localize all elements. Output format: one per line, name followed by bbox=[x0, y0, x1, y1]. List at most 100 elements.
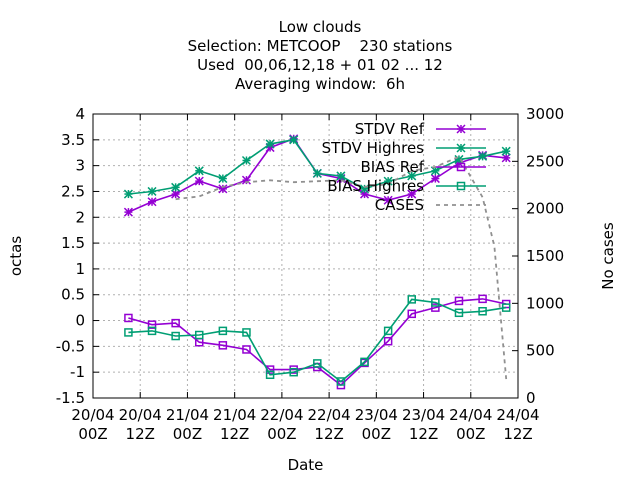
title-line-1: Low clouds bbox=[278, 18, 362, 36]
x-tick-label: 22/04 12Z bbox=[307, 406, 350, 443]
legend-label: STDV Ref bbox=[355, 120, 425, 138]
data-point bbox=[147, 326, 157, 336]
legend-label: BIAS Ref bbox=[360, 158, 424, 176]
data-point bbox=[124, 313, 133, 323]
data-point bbox=[218, 174, 228, 184]
data-point bbox=[147, 197, 157, 207]
series-line bbox=[128, 298, 507, 383]
x-tick-label: 24/04 00Z bbox=[449, 406, 492, 443]
data-point bbox=[383, 326, 393, 336]
y-tick-label: 1 bbox=[75, 260, 85, 278]
y2-tick-label: 2500 bbox=[526, 152, 564, 170]
y2-tick-label: 2000 bbox=[526, 200, 564, 218]
data-point bbox=[124, 328, 133, 337]
legend-item: STDV Ref bbox=[355, 120, 486, 138]
legend-label: STDV Highres bbox=[322, 139, 425, 157]
x-tick-label: 24/04 12Z bbox=[496, 406, 539, 443]
data-point bbox=[478, 307, 487, 316]
y-tick-label: 1.5 bbox=[61, 234, 85, 252]
y-tick-label: 3 bbox=[75, 157, 85, 175]
y2-tick-label: 0 bbox=[526, 389, 536, 407]
data-point bbox=[171, 331, 180, 341]
data-point bbox=[123, 207, 133, 217]
data-point bbox=[289, 135, 299, 145]
y2-tick-label: 1500 bbox=[526, 247, 564, 265]
data-point bbox=[430, 174, 440, 184]
data-point bbox=[265, 139, 275, 149]
y-tick-label: 4 bbox=[75, 105, 85, 123]
data-point bbox=[407, 295, 416, 304]
data-point bbox=[383, 195, 393, 205]
data-point bbox=[194, 176, 204, 186]
data-point bbox=[123, 189, 133, 199]
x-tick-label: 23/04 12Z bbox=[402, 406, 445, 443]
y2-tick-label: 3000 bbox=[526, 105, 564, 123]
y2-tick-label: 1000 bbox=[526, 294, 564, 312]
data-point bbox=[265, 370, 275, 380]
data-point bbox=[456, 143, 466, 153]
x-tick-label: 20/04 00Z bbox=[71, 406, 114, 443]
data-point bbox=[336, 377, 346, 386]
x-tick-label: 21/04 00Z bbox=[166, 406, 209, 443]
data-point bbox=[478, 151, 488, 161]
y-tick-label: 0 bbox=[75, 312, 85, 330]
data-point bbox=[407, 171, 417, 181]
data-point bbox=[478, 294, 487, 304]
legend-item: STDV Highres bbox=[322, 139, 486, 157]
y2-tick-label: 500 bbox=[526, 342, 555, 360]
legend-item: CASES bbox=[375, 196, 486, 214]
data-point bbox=[218, 326, 228, 336]
y-tick-label: -0.5 bbox=[56, 337, 85, 355]
axes: -1.5 -1 -0.5 0 0.5 1 1.5 2 2.5 3 3.5 4 0 500 1000 1500 2… bbox=[56, 105, 564, 443]
legend-item: BIAS Highres bbox=[327, 177, 486, 195]
data-point bbox=[242, 345, 251, 354]
data-point bbox=[241, 155, 252, 166]
grid bbox=[93, 114, 518, 398]
legend-item: BIAS Ref bbox=[360, 158, 486, 176]
data-point bbox=[360, 357, 369, 367]
data-point bbox=[218, 341, 228, 350]
y-tick-label: -1.5 bbox=[56, 389, 85, 407]
x-tick-label: 23/04 00Z bbox=[355, 406, 398, 443]
data-point bbox=[171, 182, 181, 192]
data-point bbox=[242, 328, 251, 337]
data-point bbox=[431, 298, 440, 307]
data-point bbox=[171, 189, 181, 199]
legend-label: CASES bbox=[375, 196, 424, 214]
series-layer bbox=[123, 134, 511, 390]
data-point bbox=[194, 166, 204, 176]
x-axis-label: Date bbox=[288, 456, 324, 474]
data-point bbox=[289, 367, 298, 377]
x-tick-label: 20/04 12Z bbox=[119, 406, 162, 443]
y-tick-label: 0.5 bbox=[61, 286, 85, 304]
data-point bbox=[456, 181, 466, 191]
title-line-4: Averaging window: 6h bbox=[234, 75, 406, 93]
data-point bbox=[501, 153, 511, 163]
data-point bbox=[171, 318, 180, 328]
data-point bbox=[313, 359, 322, 368]
y-tick-label: -1 bbox=[70, 363, 85, 381]
data-point bbox=[383, 336, 393, 346]
title-line-3: Used 00,06,12,18 + 01 02 ... 12 bbox=[197, 56, 443, 74]
data-point bbox=[456, 162, 466, 172]
x-tick-label: 22/04 00Z bbox=[260, 406, 303, 443]
data-point bbox=[501, 303, 511, 312]
data-point bbox=[431, 303, 440, 312]
x-tick-label: 21/04 12Z bbox=[213, 406, 256, 443]
data-point bbox=[456, 124, 466, 134]
y-tick-label: 3.5 bbox=[61, 131, 85, 149]
y-tick-label: 2 bbox=[75, 208, 85, 226]
data-point bbox=[147, 320, 157, 329]
y-tick-label: 2.5 bbox=[61, 182, 85, 200]
legend-label: BIAS Highres bbox=[327, 177, 424, 195]
data-point bbox=[147, 186, 157, 196]
y2-axis-label: No cases bbox=[599, 222, 617, 290]
data-point bbox=[312, 168, 322, 178]
data-point bbox=[407, 309, 416, 319]
data-point bbox=[501, 146, 511, 156]
title-line-2: Selection: METCOOP 230 stations bbox=[187, 37, 453, 55]
series-3 bbox=[124, 295, 511, 386]
data-point bbox=[195, 330, 204, 340]
